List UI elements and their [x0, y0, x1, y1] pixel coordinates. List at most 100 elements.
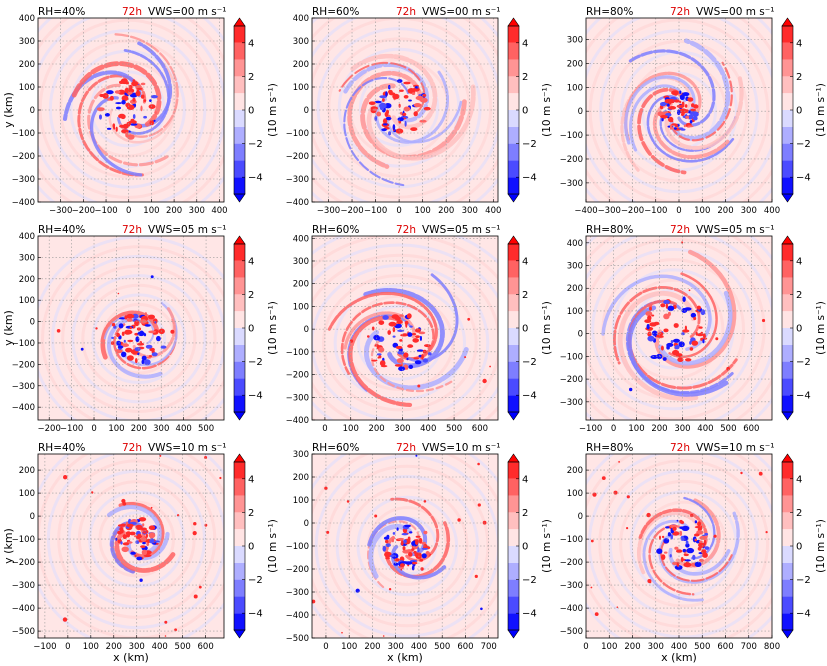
colorbar-tick-label: 2	[522, 508, 528, 519]
panel-time-label: 72h	[122, 6, 142, 18]
isolated-cell	[726, 366, 730, 371]
rainband	[338, 61, 426, 115]
convective-cell	[673, 323, 679, 328]
convective-cell	[126, 355, 134, 361]
convective-cell	[411, 565, 415, 571]
rainband	[366, 84, 476, 161]
rainband	[386, 100, 463, 144]
isolated-cell	[618, 461, 620, 463]
colorbar-tick-label: 4	[522, 474, 528, 485]
x-tick-label: 0	[322, 424, 327, 434]
x-tick-label: 100	[628, 424, 644, 434]
x-tick-label: −400	[574, 206, 597, 216]
y-tick-label: 100	[293, 83, 309, 93]
isolated-cell	[346, 500, 350, 503]
background-ring	[38, 18, 217, 200]
y-tick-label: −300	[12, 581, 35, 591]
x-tick-label: −100	[579, 424, 602, 434]
convective-cell	[424, 344, 431, 348]
isolated-cell	[420, 567, 424, 571]
convective-cell	[141, 549, 148, 556]
colorbar-segment	[782, 26, 793, 43]
rainband	[637, 87, 687, 175]
convective-cell	[115, 106, 122, 110]
convective-cell	[129, 91, 133, 95]
x-tick-label: 400	[697, 424, 713, 434]
isolated-cell	[134, 554, 137, 558]
convective-cell	[153, 119, 156, 122]
y-tick-label: 0	[578, 330, 583, 340]
x-tick-label: 100	[83, 642, 99, 652]
colorbar-segment	[234, 546, 245, 563]
panel-rh-label: RH=60%	[312, 224, 359, 236]
convective-cell	[413, 357, 420, 360]
convective-cell	[138, 517, 147, 522]
convective-cell	[684, 325, 687, 331]
convective-cell	[681, 308, 688, 313]
colorbar-segment	[234, 260, 245, 278]
rainband	[343, 311, 416, 350]
colorbar-over-arrow	[233, 17, 246, 27]
convective-cell	[114, 90, 121, 94]
colorbar-tick-label: −4	[522, 173, 537, 184]
rainband	[642, 519, 704, 602]
convective-cell	[418, 537, 423, 544]
convective-cell	[647, 331, 652, 337]
y-tick-label: 200	[567, 284, 583, 294]
isolated-cell	[661, 535, 665, 539]
x-tick-label: 400	[152, 642, 168, 652]
x-tick-label: 500	[694, 642, 710, 652]
convective-cell	[392, 93, 400, 100]
convective-cell	[702, 339, 705, 344]
convective-cell	[685, 358, 692, 362]
convective-cell	[419, 119, 427, 123]
x-tick-label: 600	[717, 642, 733, 652]
convective-cell	[663, 313, 670, 320]
convective-cell	[401, 533, 409, 536]
rainband	[627, 305, 729, 397]
y-tick-label: 300	[293, 450, 309, 460]
colorbar-tick-label: −2	[796, 139, 811, 150]
isolated-cell	[377, 356, 380, 359]
convective-cell	[676, 549, 683, 553]
panel-vws-label: VWS=10 m s⁻¹	[148, 442, 227, 454]
colorbar-segment	[782, 126, 793, 144]
y-tick-label: 0	[30, 512, 35, 522]
colorbar-tick-label: 4	[248, 38, 254, 49]
panel-vws-label: VWS=10 m s⁻¹	[696, 442, 775, 454]
x-tick-label: −200	[340, 206, 363, 216]
colorbar-under-arrow	[781, 629, 794, 639]
colorbar-segment	[782, 42, 793, 60]
convective-cell	[697, 521, 702, 527]
colorbar-segment	[234, 613, 245, 630]
colorbar-segment	[508, 160, 519, 178]
convective-cell	[665, 303, 669, 309]
colorbar-segment	[508, 277, 519, 295]
y-tick-label: 100	[567, 83, 583, 93]
convective-cell	[414, 86, 419, 89]
x-tick-label: 200	[651, 424, 667, 434]
isolated-cell	[326, 530, 330, 534]
convective-cell	[402, 112, 406, 117]
isolated-cell	[457, 518, 461, 522]
convective-cell	[397, 79, 403, 83]
convective-cell	[415, 555, 422, 559]
convective-cell	[682, 112, 685, 116]
convective-cell	[143, 359, 151, 366]
isolated-cell	[482, 378, 487, 384]
x-tick-label: 400	[420, 424, 436, 434]
convective-cell	[374, 100, 382, 104]
y-tick-label: 200	[293, 473, 309, 483]
colorbar-segment	[234, 110, 245, 127]
isolated-cell	[480, 607, 483, 611]
convective-cell	[411, 333, 417, 336]
isolated-cell	[150, 275, 154, 279]
y-tick-label: 400	[19, 232, 35, 242]
convective-cell	[418, 331, 426, 335]
y-tick-label: −500	[560, 627, 583, 637]
colorbar-tick-label: 2	[796, 508, 802, 519]
convective-cell	[394, 364, 403, 367]
x-tick-label: 700	[481, 642, 497, 652]
y-tick-label: −200	[286, 371, 309, 381]
convective-cell	[367, 335, 370, 338]
